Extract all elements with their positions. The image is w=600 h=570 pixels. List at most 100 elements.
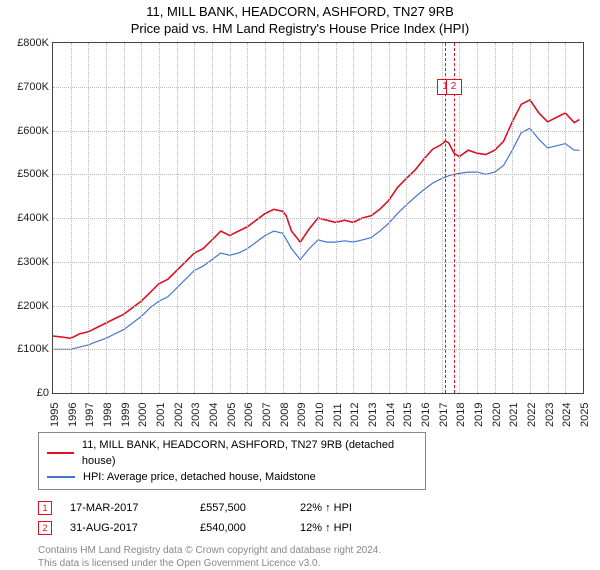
legend-box: 11, MILL BANK, HEADCORN, ASHFORD, TN27 9… xyxy=(38,432,426,490)
sale-date: 31-AUG-2017 xyxy=(70,518,200,538)
xtick-label: 2025 xyxy=(579,403,591,427)
gridline-v xyxy=(389,43,390,393)
gridline-v xyxy=(459,43,460,393)
gridline-v xyxy=(406,43,407,393)
xtick-label: 2007 xyxy=(261,403,273,427)
xtick-label: 2013 xyxy=(367,403,379,427)
xtick-label: 2011 xyxy=(332,403,344,427)
xtick-label: 2005 xyxy=(226,403,238,427)
footer-line-1: Contains HM Land Registry data © Crown c… xyxy=(38,544,600,557)
xtick-label: 2020 xyxy=(491,403,503,427)
xtick-label: 2018 xyxy=(455,403,467,427)
ytick-label: £0 xyxy=(1,387,49,399)
legend-label: HPI: Average price, detached house, Maid… xyxy=(83,469,316,485)
gridline-v xyxy=(71,43,72,393)
xtick-label: 2006 xyxy=(243,403,255,427)
ytick-label: £200K xyxy=(1,300,49,312)
xtick-label: 1998 xyxy=(102,403,114,427)
gridline-v xyxy=(177,43,178,393)
gridline-v xyxy=(565,43,566,393)
gridline-v xyxy=(88,43,89,393)
xtick-label: 2008 xyxy=(279,403,291,427)
legend-label: 11, MILL BANK, HEADCORN, ASHFORD, TN27 9… xyxy=(82,437,417,469)
xtick-label: 2004 xyxy=(208,403,220,427)
ytick-label: £400K xyxy=(1,212,49,224)
gridline-v xyxy=(530,43,531,393)
gridline-v xyxy=(300,43,301,393)
xtick-label: 2012 xyxy=(349,403,361,427)
sale-row: 2 31-AUG-2017£540,00012% ↑ HPI xyxy=(38,518,488,538)
sale-delta: 12% ↑ HPI xyxy=(300,518,400,538)
ytick-label: £800K xyxy=(1,37,49,49)
xtick-label: 2015 xyxy=(402,403,414,427)
sale-delta: 22% ↑ HPI xyxy=(300,498,400,518)
gridline-v xyxy=(512,43,513,393)
sale-marker-line xyxy=(445,43,446,393)
xtick-label: 2001 xyxy=(155,403,167,427)
ytick-label: £100K xyxy=(1,343,49,355)
gridline-v xyxy=(141,43,142,393)
xtick-label: 2014 xyxy=(385,403,397,427)
gridline-v xyxy=(336,43,337,393)
gridline-v xyxy=(194,43,195,393)
gridline-v xyxy=(442,43,443,393)
series-line xyxy=(53,128,580,349)
sale-row-marker: 2 xyxy=(38,521,52,535)
xtick-label: 2021 xyxy=(508,403,520,427)
legend-row: 11, MILL BANK, HEADCORN, ASHFORD, TN27 9… xyxy=(47,437,417,469)
xtick-label: 1997 xyxy=(84,403,96,427)
xtick-label: 2024 xyxy=(561,403,573,427)
legend-swatch xyxy=(47,476,75,478)
xtick-label: 2000 xyxy=(137,403,149,427)
footer-line-2: This data is licensed under the Open Gov… xyxy=(38,557,600,570)
sale-price: £540,000 xyxy=(200,518,300,538)
ytick-label: £700K xyxy=(1,81,49,93)
gridline-v xyxy=(283,43,284,393)
sale-marker-box: 2 xyxy=(446,79,462,95)
footer-attribution: Contains HM Land Registry data © Crown c… xyxy=(38,544,600,570)
legend-row: HPI: Average price, detached house, Maid… xyxy=(47,469,417,485)
gridline-v xyxy=(247,43,248,393)
gridline-v xyxy=(265,43,266,393)
gridline-v xyxy=(424,43,425,393)
xtick-label: 1995 xyxy=(49,403,61,427)
xtick-label: 1996 xyxy=(67,403,79,427)
gridline-v xyxy=(230,43,231,393)
chart-title: 11, MILL BANK, HEADCORN, ASHFORD, TN27 9… xyxy=(0,4,600,19)
gridline-v xyxy=(353,43,354,393)
xtick-label: 2016 xyxy=(420,403,432,427)
sale-date: 17-MAR-2017 xyxy=(70,498,200,518)
gridline-v xyxy=(495,43,496,393)
xtick-label: 2017 xyxy=(438,403,450,427)
title-block: 11, MILL BANK, HEADCORN, ASHFORD, TN27 9… xyxy=(0,0,600,36)
xtick-label: 2003 xyxy=(190,403,202,427)
legend-swatch xyxy=(47,452,74,454)
gridline-v xyxy=(212,43,213,393)
gridline-v xyxy=(318,43,319,393)
xtick-label: 2022 xyxy=(526,403,538,427)
gridline-v xyxy=(106,43,107,393)
xtick-label: 2002 xyxy=(173,403,185,427)
chart-subtitle: Price paid vs. HM Land Registry's House … xyxy=(0,21,600,36)
page-container: 11, MILL BANK, HEADCORN, ASHFORD, TN27 9… xyxy=(0,0,600,560)
xtick-label: 1999 xyxy=(120,403,132,427)
gridline-v xyxy=(371,43,372,393)
sale-row-marker: 1 xyxy=(38,501,52,515)
sales-table: 1 17-MAR-2017£557,50022% ↑ HPI 2 31-AUG-201… xyxy=(38,498,488,538)
ytick-label: £600K xyxy=(1,125,49,137)
gridline-v xyxy=(159,43,160,393)
series-line xyxy=(53,100,580,338)
xtick-label: 2010 xyxy=(314,403,326,427)
gridline-v xyxy=(548,43,549,393)
gridline-v xyxy=(124,43,125,393)
xtick-label: 2019 xyxy=(473,403,485,427)
xtick-label: 2009 xyxy=(296,403,308,427)
sale-price: £557,500 xyxy=(200,498,300,518)
chart-area: £0£100K£200K£300K£400K£500K£600K£700K£80… xyxy=(52,42,584,394)
sale-marker-line xyxy=(454,43,455,393)
xtick-label: 2023 xyxy=(544,403,556,427)
sale-row: 1 17-MAR-2017£557,50022% ↑ HPI xyxy=(38,498,488,518)
ytick-label: £500K xyxy=(1,168,49,180)
gridline-v xyxy=(477,43,478,393)
ytick-label: £300K xyxy=(1,256,49,268)
